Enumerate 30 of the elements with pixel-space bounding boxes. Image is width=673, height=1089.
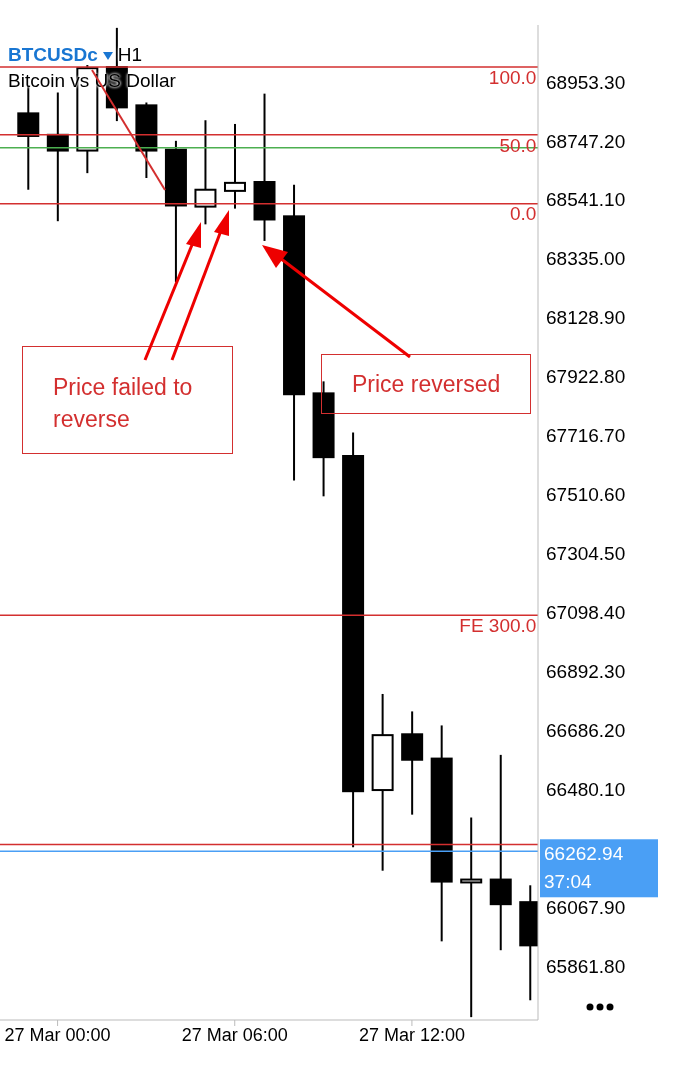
y-tick-label: 67510.60 bbox=[546, 484, 626, 506]
annotation: FE 300.0 bbox=[459, 615, 537, 637]
y-tick-label: 65861.80 bbox=[546, 955, 626, 977]
y-tick-label: 68953.30 bbox=[546, 71, 626, 93]
y-tick-label: 68128.90 bbox=[546, 307, 626, 329]
y-tick-label: 66067.90 bbox=[546, 896, 626, 918]
annotation: 0.0 bbox=[509, 203, 537, 225]
annotation: Price reversed bbox=[321, 354, 531, 414]
y-tick-label: 67098.40 bbox=[546, 602, 626, 624]
y-tick-label: 67716.70 bbox=[546, 425, 626, 447]
y-tick-label: 66892.30 bbox=[546, 661, 626, 683]
y-tick-label: 68747.20 bbox=[546, 130, 626, 152]
x-tick-label: 27 Mar 00:00 bbox=[4, 1024, 111, 1045]
y-tick-label: 66480.10 bbox=[546, 778, 626, 800]
text: BTCUSDc bbox=[8, 44, 98, 65]
x-tick-label: 27 Mar 12:00 bbox=[358, 1024, 465, 1045]
x-tick-label: 27 Mar 06:00 bbox=[181, 1024, 288, 1045]
candlestick bbox=[194, 119, 217, 226]
candlestick bbox=[489, 753, 512, 952]
annotation: H1 bbox=[117, 44, 143, 65]
annotation: 100.0 bbox=[488, 66, 537, 88]
y-tick-label: 67922.80 bbox=[546, 366, 626, 388]
y-tick-label: 68541.10 bbox=[546, 189, 626, 211]
ref-line-label: 66262.94 bbox=[544, 843, 624, 865]
annotation: Price failed to reverse bbox=[22, 346, 233, 454]
candlestick bbox=[223, 122, 246, 210]
y-tick-label: 68335.00 bbox=[546, 248, 626, 270]
y-tick-label: 67304.50 bbox=[546, 543, 626, 565]
y-tick-label: 66686.20 bbox=[546, 719, 626, 741]
text: 37:04 bbox=[544, 871, 592, 893]
